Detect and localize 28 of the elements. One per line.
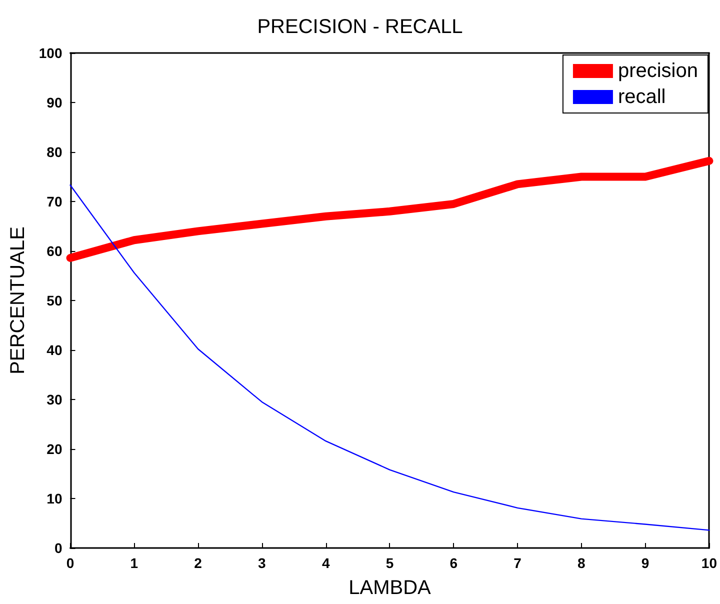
y-tick-label: 60 xyxy=(46,243,62,259)
x-tick-label: 4 xyxy=(322,555,330,571)
x-tick-label: 7 xyxy=(514,555,522,571)
x-tick-label: 8 xyxy=(578,555,586,571)
y-tick-label: 90 xyxy=(46,94,62,110)
y-tick-label: 0 xyxy=(54,540,62,556)
x-tick-label: 1 xyxy=(130,555,138,571)
x-tick-label: 10 xyxy=(701,555,718,571)
legend-label: recall xyxy=(618,86,666,108)
x-tick-label: 2 xyxy=(194,555,202,571)
line-series xyxy=(70,184,710,531)
x-axis-title: LAMBDA xyxy=(348,577,432,599)
y-tick-label: 50 xyxy=(46,292,62,308)
y-tick-label: 100 xyxy=(38,45,62,61)
y-tick-label: 30 xyxy=(46,392,62,408)
x-tick-label: 6 xyxy=(450,555,458,571)
x-tick-label: 0 xyxy=(66,555,74,571)
y-tick-label: 70 xyxy=(46,194,62,210)
x-tick-label: 3 xyxy=(258,555,266,571)
x-tick-label: 5 xyxy=(386,555,394,571)
legend-label: precision xyxy=(618,60,698,82)
y-tick-label: 80 xyxy=(46,144,62,160)
y-tick-label: 10 xyxy=(46,490,62,506)
y-tick-label: 20 xyxy=(46,441,62,457)
chart-title: PRECISION - RECALL xyxy=(257,16,463,38)
y-axis-title: PERCENTUALE xyxy=(7,226,29,374)
y-tick-label: 40 xyxy=(46,342,62,358)
x-tick-label: 9 xyxy=(641,555,650,571)
